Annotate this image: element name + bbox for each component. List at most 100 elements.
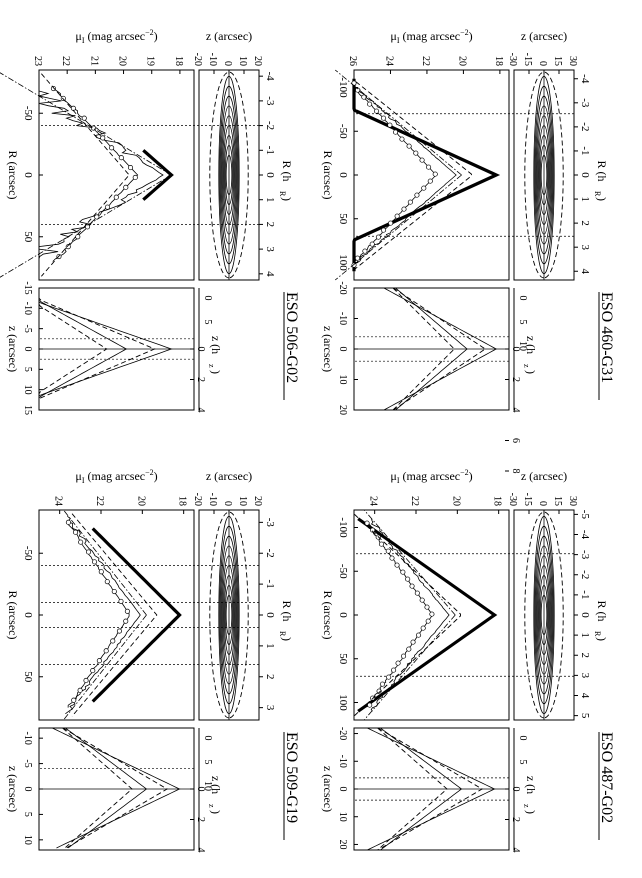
profile-circle: [400, 569, 406, 575]
hR-axis-label-paren: ): [595, 637, 609, 641]
mu-unit: (mag arcsec: [84, 29, 145, 43]
profile-circle: [367, 702, 373, 708]
profile-circle: [104, 204, 111, 210]
mu-symbol: μ: [390, 469, 396, 483]
hR-axis-label-paren: ): [595, 197, 609, 201]
mu-tick-label: 20: [456, 56, 467, 66]
hR-axis-label-sub: R: [593, 631, 602, 637]
z-map-tick-label: -10: [207, 53, 218, 66]
profile-circle: [426, 164, 432, 170]
hR-tick-label: -3: [579, 98, 591, 108]
profile-circle: [420, 625, 426, 631]
zprof-axis-label: z (arcsec): [321, 326, 335, 372]
hR-tick-label: -3: [579, 550, 591, 560]
z-map-tick-label: 20: [252, 496, 263, 506]
R-axis-label: R (arcsec): [321, 591, 335, 640]
zprof-tick-label: -20: [337, 727, 348, 740]
profile-circle: [407, 199, 413, 205]
zprof-tick-label: -5: [22, 759, 33, 767]
mu-exp: −2: [460, 28, 469, 37]
exponential-fit-line: [363, 614, 456, 721]
R-tick-label: 0: [22, 172, 34, 178]
hz-map-tick-label: 10: [202, 781, 213, 791]
mu-tick-label: 18: [492, 496, 503, 506]
profile-circle: [419, 597, 425, 603]
profile-circle: [96, 658, 102, 664]
profile-circle: [432, 171, 438, 177]
profile-circle: [376, 688, 382, 694]
profile-circle: [381, 227, 387, 233]
mu-sub: I: [397, 476, 400, 485]
R-tick-label: 0: [337, 172, 349, 178]
profile-circle: [379, 681, 386, 687]
profile-circle: [409, 583, 415, 589]
z-map-tick-label: -30: [507, 53, 518, 66]
hR-tick-label: -2: [579, 570, 591, 579]
z-profile-line: [38, 288, 173, 410]
hz-tick-label: 2: [510, 817, 521, 822]
zprof-tick-label: 0: [22, 347, 33, 352]
profile-line: [142, 149, 174, 201]
zprof-tick-label: 10: [22, 385, 33, 395]
hR-tick-label: 0: [264, 172, 276, 178]
z-map-tick-label: 15: [552, 496, 563, 506]
profile-line: [91, 527, 182, 703]
hR-tick-label: -2: [264, 121, 276, 130]
hR-tick-label: -1: [579, 146, 591, 155]
profile-circle: [429, 611, 435, 617]
profile-circle: [399, 136, 405, 142]
mu-tick-label: 24: [368, 496, 379, 506]
profile-circle: [381, 115, 387, 121]
hz-tick-label: 4: [510, 408, 521, 413]
profile-circle: [414, 590, 420, 596]
mu-tick-label: 18: [173, 56, 184, 66]
hR-tick-label: 2: [264, 222, 276, 228]
hz-axis-label: z (h: [209, 336, 223, 354]
zprof-tick-label: -10: [337, 755, 348, 768]
profile-circle: [83, 677, 89, 684]
profile-circle: [394, 562, 400, 568]
z-map-tick-label: 10: [237, 56, 248, 66]
profile-circle: [111, 588, 117, 595]
z-profile-line: [38, 288, 156, 410]
galaxy-title: ESO 509-G19: [283, 732, 300, 823]
profile-circle: [421, 185, 427, 191]
hz-axis-label-sub: z: [522, 804, 531, 808]
mu-axis-label: μI (mag arcsec−2): [75, 28, 157, 45]
profile-circle: [118, 155, 124, 161]
hz-axis-label-sub: z: [207, 804, 216, 808]
mu-tick-label: 23: [32, 56, 43, 66]
profile-circle: [367, 101, 373, 107]
profile-circle: [65, 244, 71, 250]
hz-map-tick-label: 5: [517, 320, 528, 325]
hR-tick-label: 3: [264, 246, 276, 252]
exponential-fit-line: [0, 69, 172, 176]
hz-axis-label-sub: z: [207, 364, 216, 368]
profile-circle: [389, 555, 395, 561]
mu-unit: (mag arcsec: [84, 469, 145, 483]
hR-tick-label: 4: [264, 271, 276, 277]
z-profile-line: [377, 727, 484, 851]
mu-tick-label: 21: [88, 56, 99, 66]
hz-axis-label: z (h: [209, 776, 223, 794]
hz-map-tick-label: 5: [202, 320, 213, 325]
profile-circle: [72, 529, 79, 535]
profile-circle: [81, 115, 87, 121]
R-tick-label: -100: [337, 517, 349, 538]
profile-circle: [378, 541, 385, 547]
R-tick-label: -50: [22, 546, 34, 561]
profile-circle: [361, 94, 367, 100]
hR-tick-label: 2: [579, 220, 591, 226]
galaxy-title: ESO 460-G31: [598, 292, 615, 383]
mu-unit-close: ): [154, 29, 158, 43]
hR-tick-label: 3: [264, 705, 276, 711]
mu-exp: −2: [145, 28, 154, 37]
z-profile-line: [377, 727, 448, 851]
hz-map-tick-label: 0: [202, 736, 213, 741]
profile-circle: [103, 648, 109, 654]
profile-circle: [373, 108, 380, 114]
exponential-fit-line: [363, 509, 456, 616]
